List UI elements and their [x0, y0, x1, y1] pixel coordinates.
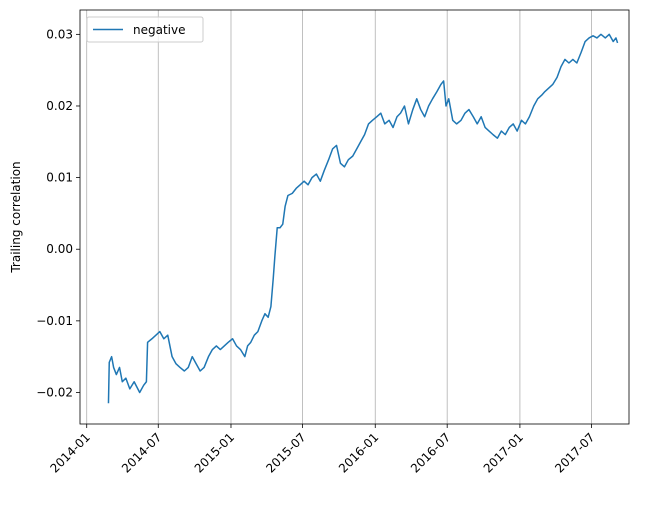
y-tick-label: 0.03	[46, 27, 73, 41]
y-tick-label: 0.02	[46, 99, 73, 113]
y-tick-label: −0.02	[36, 385, 73, 399]
grid	[86, 10, 592, 424]
y-tick-label: 0.00	[46, 242, 73, 256]
legend-label: negative	[133, 23, 185, 37]
y-axis-label: Trailing correlation	[9, 161, 23, 273]
plot-frame	[79, 9, 630, 425]
y-axis: −0.02 −0.01 0.00 0.01 0.02 0.03	[36, 27, 80, 399]
legend-box	[86, 16, 204, 43]
y-tick-label: 0.01	[46, 171, 73, 185]
legend: negative	[86, 16, 204, 43]
series-line-negative	[107, 33, 619, 404]
y-tick-label: −0.01	[36, 314, 73, 328]
